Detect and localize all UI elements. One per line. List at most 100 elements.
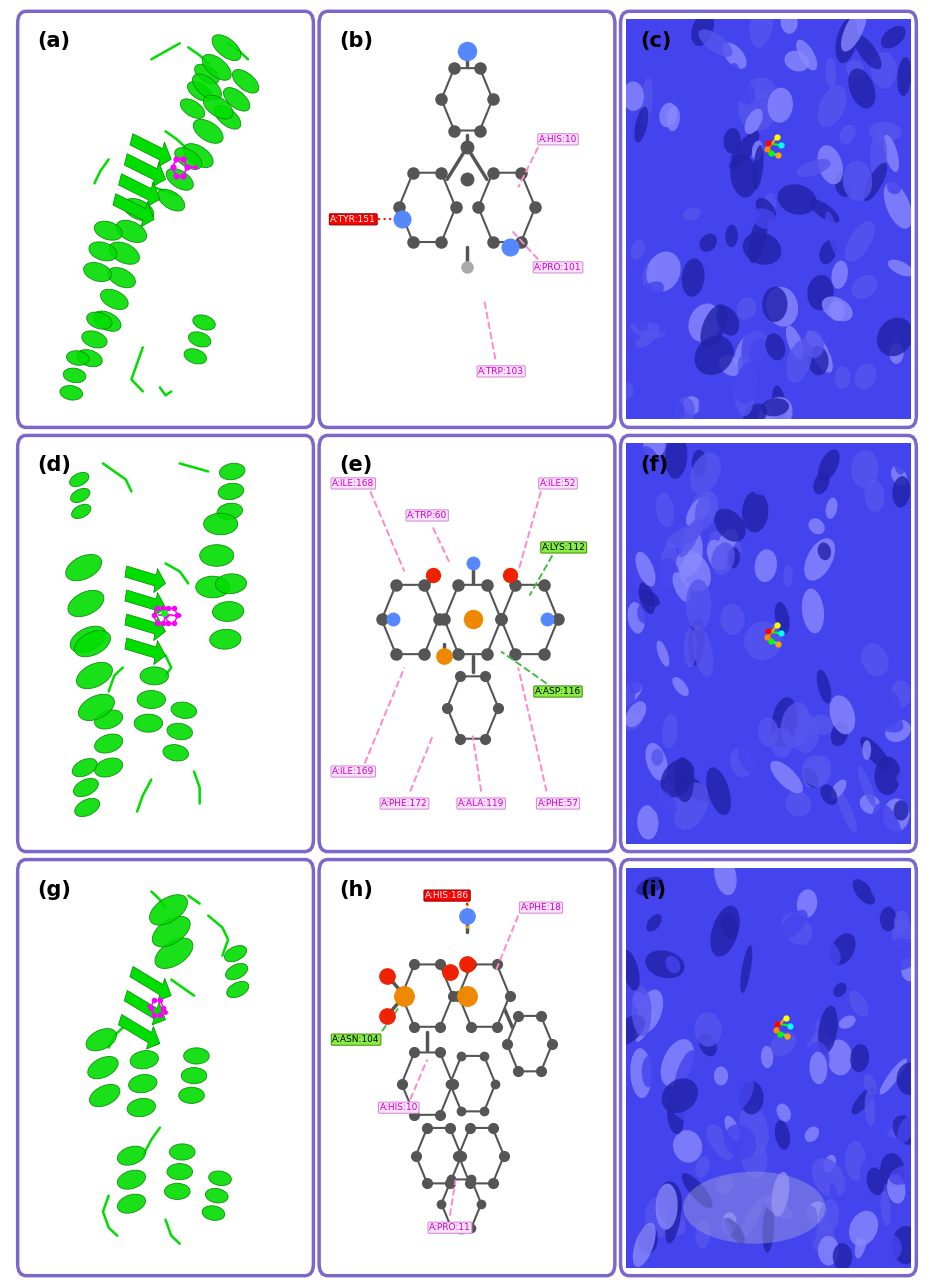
FancyArrow shape bbox=[130, 967, 171, 1001]
Ellipse shape bbox=[716, 1175, 734, 1194]
Ellipse shape bbox=[673, 757, 694, 802]
Text: (d): (d) bbox=[37, 456, 71, 475]
Ellipse shape bbox=[766, 287, 799, 327]
Ellipse shape bbox=[760, 293, 777, 327]
Ellipse shape bbox=[714, 63, 740, 111]
Ellipse shape bbox=[659, 103, 677, 127]
Ellipse shape bbox=[665, 956, 680, 973]
Ellipse shape bbox=[786, 498, 813, 535]
Ellipse shape bbox=[204, 95, 234, 120]
Ellipse shape bbox=[734, 362, 761, 404]
Ellipse shape bbox=[845, 221, 874, 263]
Ellipse shape bbox=[137, 691, 165, 709]
Ellipse shape bbox=[635, 333, 655, 347]
Ellipse shape bbox=[646, 788, 677, 817]
Ellipse shape bbox=[786, 1009, 816, 1048]
Ellipse shape bbox=[730, 748, 753, 777]
Ellipse shape bbox=[771, 727, 793, 758]
Ellipse shape bbox=[830, 1181, 844, 1230]
Ellipse shape bbox=[755, 550, 777, 582]
Ellipse shape bbox=[751, 208, 777, 229]
Text: (c): (c) bbox=[641, 31, 672, 51]
Ellipse shape bbox=[871, 51, 897, 89]
Text: A:PHE:57: A:PHE:57 bbox=[537, 799, 578, 808]
Ellipse shape bbox=[658, 826, 674, 853]
Ellipse shape bbox=[94, 758, 122, 777]
Polygon shape bbox=[627, 474, 886, 812]
Ellipse shape bbox=[776, 1103, 791, 1122]
Ellipse shape bbox=[631, 239, 644, 260]
Ellipse shape bbox=[637, 601, 654, 624]
Ellipse shape bbox=[638, 1224, 658, 1255]
Ellipse shape bbox=[647, 290, 678, 317]
Ellipse shape bbox=[874, 85, 896, 107]
Text: (h): (h) bbox=[339, 879, 373, 900]
Ellipse shape bbox=[725, 1116, 740, 1142]
Ellipse shape bbox=[774, 602, 789, 634]
Text: A:HIS:10: A:HIS:10 bbox=[379, 1103, 417, 1112]
Ellipse shape bbox=[706, 1125, 735, 1160]
Ellipse shape bbox=[210, 629, 241, 649]
Ellipse shape bbox=[785, 792, 811, 816]
Ellipse shape bbox=[892, 920, 913, 949]
Ellipse shape bbox=[204, 514, 238, 535]
Ellipse shape bbox=[89, 242, 117, 261]
Ellipse shape bbox=[632, 992, 644, 1009]
Ellipse shape bbox=[832, 459, 859, 497]
Text: A:ILE:169: A:ILE:169 bbox=[333, 767, 375, 776]
Ellipse shape bbox=[695, 1156, 710, 1178]
Ellipse shape bbox=[863, 1073, 877, 1095]
Ellipse shape bbox=[642, 1055, 656, 1088]
Ellipse shape bbox=[855, 363, 876, 390]
Ellipse shape bbox=[744, 622, 782, 660]
Ellipse shape bbox=[658, 782, 676, 808]
Ellipse shape bbox=[805, 1126, 819, 1142]
Ellipse shape bbox=[818, 1005, 838, 1054]
Ellipse shape bbox=[630, 1048, 652, 1098]
Ellipse shape bbox=[93, 311, 121, 331]
Ellipse shape bbox=[794, 1205, 818, 1257]
Ellipse shape bbox=[806, 331, 833, 373]
Ellipse shape bbox=[880, 1058, 907, 1095]
Ellipse shape bbox=[718, 1218, 732, 1236]
Ellipse shape bbox=[169, 1144, 195, 1160]
Ellipse shape bbox=[802, 368, 830, 420]
Ellipse shape bbox=[763, 1196, 792, 1219]
Ellipse shape bbox=[848, 68, 875, 108]
Ellipse shape bbox=[683, 526, 702, 570]
Ellipse shape bbox=[745, 463, 767, 495]
Ellipse shape bbox=[785, 50, 809, 72]
Ellipse shape bbox=[809, 199, 840, 223]
Ellipse shape bbox=[684, 506, 708, 541]
Ellipse shape bbox=[672, 677, 688, 696]
Ellipse shape bbox=[616, 682, 642, 707]
Ellipse shape bbox=[880, 906, 897, 932]
Ellipse shape bbox=[842, 161, 872, 201]
Ellipse shape bbox=[694, 1012, 722, 1046]
Ellipse shape bbox=[781, 10, 798, 33]
Ellipse shape bbox=[60, 386, 82, 400]
Ellipse shape bbox=[619, 130, 637, 161]
Ellipse shape bbox=[626, 915, 644, 943]
Text: (e): (e) bbox=[339, 456, 373, 475]
Ellipse shape bbox=[880, 1153, 904, 1187]
Ellipse shape bbox=[695, 490, 716, 530]
FancyArrow shape bbox=[124, 991, 165, 1024]
Ellipse shape bbox=[68, 591, 104, 616]
FancyArrow shape bbox=[130, 134, 171, 167]
Ellipse shape bbox=[863, 162, 887, 201]
Text: (a): (a) bbox=[37, 31, 71, 51]
Ellipse shape bbox=[77, 350, 102, 367]
Ellipse shape bbox=[635, 314, 648, 331]
Polygon shape bbox=[478, 172, 535, 242]
Polygon shape bbox=[447, 677, 498, 739]
Ellipse shape bbox=[898, 1116, 915, 1143]
Ellipse shape bbox=[700, 304, 728, 349]
Ellipse shape bbox=[734, 373, 754, 416]
Ellipse shape bbox=[812, 1157, 845, 1198]
Ellipse shape bbox=[874, 757, 900, 795]
Polygon shape bbox=[450, 1055, 495, 1112]
Ellipse shape bbox=[781, 910, 808, 938]
Ellipse shape bbox=[849, 991, 869, 1017]
Text: A:TRP:103: A:TRP:103 bbox=[478, 367, 524, 376]
